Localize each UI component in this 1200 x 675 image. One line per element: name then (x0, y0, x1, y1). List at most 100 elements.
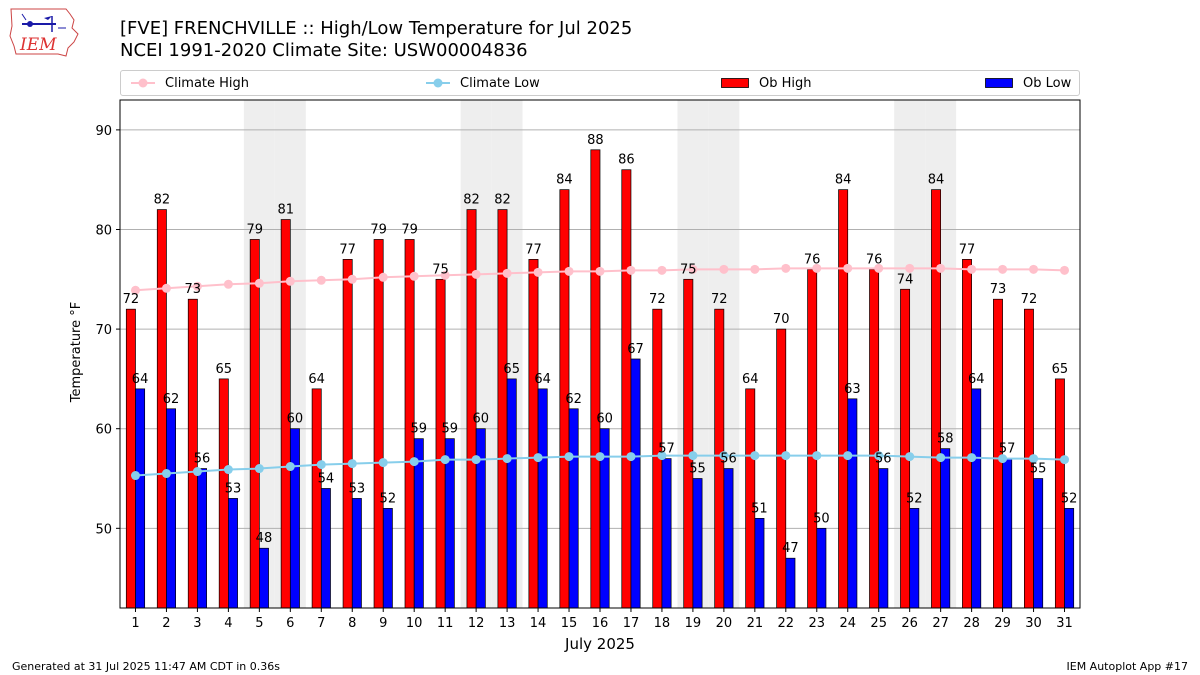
ob-high-bar (745, 388, 756, 609)
ob-low-label: 64 (534, 372, 551, 387)
legend-label: Climate High (165, 75, 250, 91)
climate-low-point (409, 457, 419, 467)
climate-low-point (657, 451, 667, 461)
ob-low-bar (723, 468, 734, 609)
ob-low-label: 57 (658, 442, 675, 457)
climate-low-point (781, 451, 791, 461)
climate-high-point (161, 283, 171, 293)
x-tick-label: 14 (530, 616, 547, 631)
climate-high-point (316, 275, 326, 285)
ob-low-bar (289, 428, 300, 609)
x-tick-label: 24 (839, 616, 856, 631)
legend-label: Ob High (759, 75, 812, 91)
ob-low-label: 59 (411, 422, 428, 437)
climate-high-point (564, 266, 574, 276)
ob-low-label: 63 (844, 382, 861, 397)
x-tick-label: 21 (747, 616, 764, 631)
ob-low-bar (754, 518, 765, 609)
climate-low-point (1029, 454, 1039, 464)
ob-high-bar (528, 259, 539, 609)
ob-high-label: 82 (494, 193, 511, 208)
ob-low-bar (382, 508, 393, 609)
x-tick-label: 15 (561, 616, 578, 631)
y-tick-label: 80 (95, 223, 112, 238)
climate-low-point (254, 464, 264, 474)
generated-note: Generated at 31 Jul 2025 11:47 AM CDT in… (12, 660, 280, 673)
climate-high-point (378, 272, 388, 282)
x-tick-label: 3 (193, 616, 201, 631)
x-tick-label: 29 (994, 616, 1011, 631)
x-tick-label: 5 (255, 616, 263, 631)
climate-high-point (285, 276, 295, 286)
ob-high-bar (590, 149, 601, 609)
legend-line-marker-icon (131, 78, 155, 88)
ob-high-bar (249, 239, 260, 609)
x-tick-label: 19 (685, 616, 702, 631)
climate-high-point (347, 274, 357, 284)
climate-high-point (936, 263, 946, 273)
ob-high-label: 84 (835, 173, 852, 188)
x-tick-label: 30 (1025, 616, 1042, 631)
ob-high-bar (125, 308, 136, 609)
ob-high-label: 73 (990, 282, 1007, 297)
ob-low-bar (228, 498, 238, 609)
ob-low-label: 56 (875, 452, 892, 467)
ob-high-label: 64 (742, 372, 759, 387)
ob-low-label: 67 (627, 342, 644, 357)
x-tick-label: 11 (437, 616, 454, 631)
chart-legend: Climate High Climate Low Ob High Ob Low (120, 70, 1080, 96)
ob-low-bar (568, 408, 579, 609)
x-tick-label: 18 (654, 616, 671, 631)
ob-high-label: 76 (866, 252, 883, 267)
ob-high-label: 76 (804, 252, 821, 267)
ob-high-label: 65 (1052, 362, 1069, 377)
ob-high-label: 64 (308, 372, 325, 387)
ob-low-bar (847, 398, 858, 609)
climate-high-point (223, 279, 233, 289)
ob-low-bar (661, 458, 672, 609)
x-tick-label: 6 (286, 616, 294, 631)
ob-high-label: 72 (711, 292, 728, 307)
ob-low-label: 59 (441, 422, 458, 437)
ob-low-bar (320, 488, 331, 609)
climate-high-point (1060, 265, 1070, 275)
climate-low-point (347, 459, 357, 469)
climate-low-point (502, 454, 512, 464)
climate-high-point (905, 263, 915, 273)
ob-low-bar (878, 468, 889, 609)
x-tick-label: 7 (317, 616, 325, 631)
ob-low-label: 65 (503, 362, 520, 377)
ob-high-bar (807, 268, 818, 609)
climate-low-point (750, 451, 760, 461)
ob-high-bar (373, 239, 384, 609)
x-tick-label: 22 (778, 616, 795, 631)
ob-high-bar (900, 288, 911, 609)
ob-low-bar (351, 498, 362, 609)
climate-high-point (192, 281, 202, 291)
climate-high-point (781, 263, 791, 273)
x-tick-label: 17 (623, 616, 640, 631)
legend-item-climate-low: Climate Low (426, 71, 540, 95)
ob-low-label: 53 (349, 481, 366, 496)
x-tick-label: 16 (592, 616, 609, 631)
legend-item-climate-high: Climate High (131, 71, 249, 95)
ob-low-label: 52 (1061, 491, 1078, 506)
legend-label: Climate Low (460, 75, 540, 91)
ob-low-label: 51 (751, 501, 768, 516)
y-tick-label: 60 (95, 423, 112, 438)
legend-label: Ob Low (1023, 75, 1072, 91)
ob-low-bar (444, 438, 455, 609)
climate-low-point (223, 465, 233, 475)
ob-low-label: 48 (256, 531, 273, 546)
legend-bar-swatch-icon (985, 78, 1013, 88)
ob-high-label: 81 (277, 203, 294, 218)
ob-low-bar (630, 358, 641, 609)
climate-low-point (719, 451, 729, 461)
climate-low-point (936, 453, 946, 463)
ob-high-bar (683, 278, 694, 609)
ob-low-bar (971, 388, 982, 609)
ob-high-label: 70 (773, 312, 790, 327)
x-tick-label: 4 (224, 616, 232, 631)
ob-high-label: 86 (618, 153, 635, 168)
climate-high-point (688, 264, 698, 274)
